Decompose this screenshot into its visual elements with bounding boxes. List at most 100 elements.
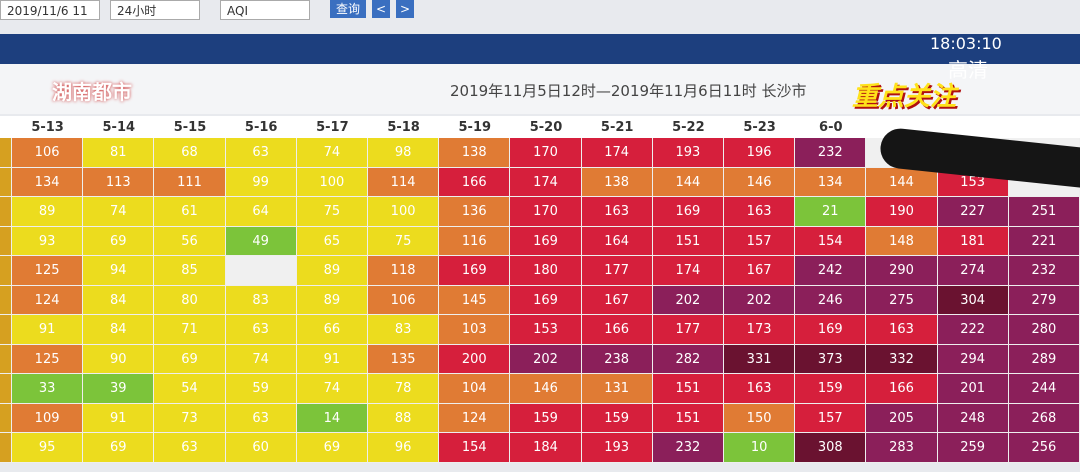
aqi-cell: 124 bbox=[12, 285, 84, 315]
aqi-cell: 251 bbox=[1008, 197, 1080, 227]
aqi-cell: 39 bbox=[83, 374, 155, 404]
aqi-cell: 280 bbox=[1008, 315, 1080, 345]
aqi-cell: 113 bbox=[83, 167, 155, 197]
aqi-cell: 75 bbox=[296, 197, 368, 227]
aqi-cell: 89 bbox=[12, 197, 84, 227]
aqi-cell: 154 bbox=[795, 226, 867, 256]
aqi-cell: 169 bbox=[439, 256, 511, 286]
aqi-cell: 274 bbox=[937, 256, 1009, 286]
aqi-cell: 151 bbox=[652, 226, 724, 256]
aqi-cell: 184 bbox=[510, 433, 582, 463]
aqi-cell: 91 bbox=[83, 403, 155, 433]
aqi-cell: 131 bbox=[581, 374, 653, 404]
aqi-cell: 282 bbox=[652, 344, 724, 374]
aqi-cell: 164 bbox=[581, 226, 653, 256]
aqi-cell: 64 bbox=[225, 197, 297, 227]
aqi-cell bbox=[225, 256, 297, 286]
aqi-cell: 69 bbox=[83, 433, 155, 463]
aqi-cell: 174 bbox=[652, 256, 724, 286]
aqi-cell: 33 bbox=[12, 374, 84, 404]
aqi-cell: 174 bbox=[581, 138, 653, 168]
aqi-cell: 116 bbox=[439, 226, 511, 256]
aqi-cell: 167 bbox=[581, 285, 653, 315]
aqi-cell: 268 bbox=[1008, 403, 1080, 433]
aqi-cell: 163 bbox=[724, 374, 796, 404]
header-bar bbox=[0, 34, 1080, 64]
aqi-cell: 135 bbox=[368, 344, 440, 374]
aqi-cell: 80 bbox=[154, 285, 226, 315]
range-select[interactable]: 24小时 bbox=[110, 0, 200, 20]
aqi-cell: 308 bbox=[795, 433, 867, 463]
aqi-cell: 63 bbox=[225, 403, 297, 433]
banner: 重点关注 bbox=[852, 82, 957, 112]
aqi-cell: 279 bbox=[1008, 285, 1080, 315]
aqi-cell: 88 bbox=[368, 403, 440, 433]
aqi-cell: 114 bbox=[368, 167, 440, 197]
edge-cell bbox=[0, 138, 12, 168]
metric-select[interactable]: AQI bbox=[220, 0, 310, 20]
aqi-cell: 163 bbox=[866, 315, 938, 345]
aqi-cell: 91 bbox=[12, 315, 84, 345]
aqi-cell: 138 bbox=[439, 138, 511, 168]
column-header: 5-16 bbox=[244, 120, 278, 135]
aqi-cell: 118 bbox=[368, 256, 440, 286]
aqi-cell: 163 bbox=[581, 197, 653, 227]
aqi-cell: 173 bbox=[724, 315, 796, 345]
prev-button[interactable]: < bbox=[372, 0, 390, 18]
aqi-cell: 170 bbox=[510, 138, 582, 168]
aqi-cell: 66 bbox=[296, 315, 368, 345]
aqi-cell: 69 bbox=[296, 433, 368, 463]
aqi-cell: 201 bbox=[937, 374, 1009, 404]
aqi-cell: 63 bbox=[225, 315, 297, 345]
aqi-cell: 193 bbox=[652, 138, 724, 168]
channel-logo: 湖南都市 bbox=[52, 80, 132, 104]
aqi-cell: 157 bbox=[724, 226, 796, 256]
aqi-cell: 332 bbox=[866, 344, 938, 374]
column-header: 5-23 bbox=[743, 120, 776, 135]
aqi-cell: 169 bbox=[510, 285, 582, 315]
next-button[interactable]: > bbox=[396, 0, 414, 18]
edge-cell bbox=[0, 226, 12, 256]
aqi-cell: 167 bbox=[724, 256, 796, 286]
edge-cell bbox=[0, 197, 12, 227]
date-input[interactable]: 2019/11/6 11 bbox=[0, 0, 100, 20]
aqi-cell: 49 bbox=[225, 226, 297, 256]
aqi-cell: 202 bbox=[724, 285, 796, 315]
aqi-cell: 10 bbox=[724, 433, 796, 463]
aqi-cell: 259 bbox=[937, 433, 1009, 463]
aqi-cell: 180 bbox=[510, 256, 582, 286]
aqi-cell: 91 bbox=[296, 344, 368, 374]
edge-cell bbox=[0, 344, 12, 374]
clock: 18:03:10 bbox=[930, 34, 1002, 53]
edge-cell bbox=[0, 433, 12, 463]
column-header: 5-14 bbox=[102, 120, 136, 135]
edge-cell bbox=[0, 315, 12, 345]
aqi-cell: 94 bbox=[83, 256, 155, 286]
aqi-cell: 202 bbox=[652, 285, 724, 315]
edge-cell bbox=[0, 285, 12, 315]
aqi-cell: 275 bbox=[866, 285, 938, 315]
aqi-cell: 100 bbox=[368, 197, 440, 227]
aqi-cell: 373 bbox=[795, 344, 867, 374]
aqi-cell: 154 bbox=[439, 433, 511, 463]
edge-cell bbox=[0, 374, 12, 404]
aqi-cell: 242 bbox=[795, 256, 867, 286]
aqi-cell: 84 bbox=[83, 285, 155, 315]
aqi-cell: 166 bbox=[866, 374, 938, 404]
aqi-cell: 81 bbox=[83, 138, 155, 168]
aqi-cell: 166 bbox=[439, 167, 511, 197]
aqi-cell: 144 bbox=[866, 167, 938, 197]
aqi-cell: 181 bbox=[937, 226, 1009, 256]
query-button[interactable]: 查询 bbox=[330, 0, 366, 18]
aqi-cell: 14 bbox=[296, 403, 368, 433]
aqi-cell: 193 bbox=[581, 433, 653, 463]
column-header: 5-13 bbox=[31, 120, 64, 135]
aqi-cell: 146 bbox=[510, 374, 582, 404]
column-header: 5-22 bbox=[672, 120, 705, 135]
aqi-cell: 283 bbox=[866, 433, 938, 463]
aqi-cell: 159 bbox=[510, 403, 582, 433]
aqi-cell: 232 bbox=[1008, 256, 1080, 286]
column-header: 5-21 bbox=[600, 120, 634, 135]
aqi-cell: 331 bbox=[724, 344, 796, 374]
